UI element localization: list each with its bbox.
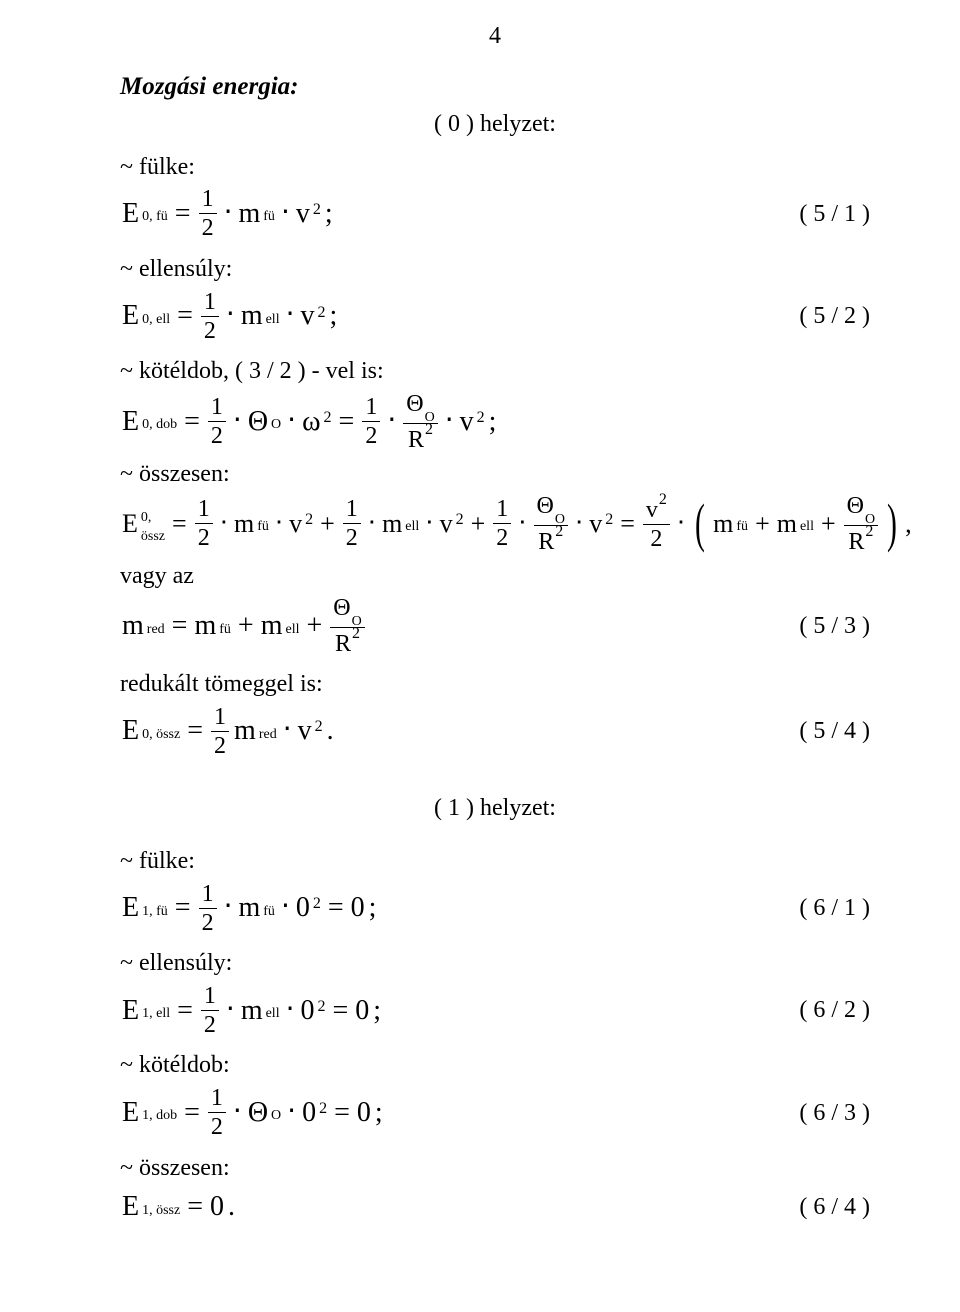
dot: ⋅ [281, 194, 290, 232]
eq-0-dob: E0, dob = 12 ⋅ ΘO ⋅ ω2 = 12 ⋅ ΘO R2 ⋅ v2… [120, 392, 870, 452]
label-fulke-1: ~ fülke: [120, 845, 870, 877]
eq-num-6-2: ( 6 / 2 ) [789, 994, 870, 1026]
eq-6-2-expr: E1, ell = 12 ⋅ mell ⋅ 02 = 0 ; [120, 984, 383, 1037]
label-osszesen-1: ~ összesen: [120, 1152, 870, 1184]
label-ellensuly-1: ~ ellensúly: [120, 947, 870, 979]
one-half: 1 2 [199, 187, 217, 240]
eq-6-1-expr: E1, fü = 12 ⋅ mfü ⋅ 02 = 0 ; [120, 882, 378, 935]
eq-5-2-expr: E0, ell = 12 ⋅ mell ⋅ v2 ; [120, 290, 339, 343]
eq-num-5-3: ( 5 / 3 ) [789, 610, 870, 642]
eq-5-2: E0, ell = 12 ⋅ mell ⋅ v2 ; ( 5 / 2 ) [120, 289, 870, 343]
label-koteldob-1: ~ kötéldob: [120, 1049, 870, 1081]
eq-5-4-expr: E0, össz = 12 mred ⋅ v2 . [120, 705, 336, 758]
eq-5-4: E0, össz = 12 mred ⋅ v2 . ( 5 / 4 ) [120, 704, 870, 758]
eq-6-1: E1, fü = 12 ⋅ mfü ⋅ 02 = 0 ; ( 6 / 1 ) [120, 881, 870, 935]
semi: ; [325, 195, 333, 233]
label-koteldob-32: ~ kötéldob, ( 3 / 2 ) - vel is: [120, 355, 870, 387]
section-title: Mozgási energia: [120, 70, 870, 104]
lparen-icon: ( [695, 499, 705, 548]
eq-num-6-1: ( 6 / 1 ) [789, 892, 870, 924]
ThetaO-over-R2: ΘO R2 [403, 392, 437, 452]
eq-6-3: E1, dob = 12 ⋅ ΘO ⋅ 02 = 0 ; ( 6 / 3 ) [120, 1086, 870, 1140]
eq-6-3-expr: E1, dob = 12 ⋅ ΘO ⋅ 02 = 0 ; [120, 1086, 385, 1139]
state0-title: ( 0 ) helyzet: [120, 108, 870, 140]
label-vagy-az: vagy az [120, 560, 870, 592]
eq-6-4-expr: E1, össz = 0 . [120, 1188, 237, 1226]
page-number: 4 [120, 20, 870, 52]
E-sub: 0, fü [142, 208, 168, 227]
eq-num-5-1: ( 5 / 1 ) [789, 198, 870, 230]
eq-num-6-4: ( 6 / 4 ) [789, 1191, 870, 1223]
eq-num-6-3: ( 6 / 3 ) [789, 1097, 870, 1129]
rparen-icon: ) [887, 499, 897, 548]
eq-num-5-4: ( 5 / 4 ) [789, 715, 870, 747]
eq-5-1-expr: E0, fü = 1 2 ⋅ mfü ⋅ v2 ; [120, 187, 335, 240]
label-ellensuly-0: ~ ellensúly: [120, 253, 870, 285]
m-sub: fü [263, 208, 275, 227]
equals: = [175, 195, 191, 233]
eq-6-4: E1, össz = 0 . ( 6 / 4 ) [120, 1188, 870, 1226]
eq-num-5-2: ( 5 / 2 ) [789, 300, 870, 332]
sq: 2 [313, 199, 321, 221]
dot: ⋅ [224, 194, 233, 232]
v: v [296, 195, 310, 233]
eq-0-ossz-expr: E0, össz = 12 ⋅ mfü ⋅ v2 + 12 ⋅ mell ⋅ v… [120, 494, 914, 554]
eq-0-dob-expr: E0, dob = 12 ⋅ ΘO ⋅ ω2 = 12 ⋅ ΘO R2 ⋅ v2… [120, 392, 498, 452]
eq-5-3: mred = mfü + mell + ΘO R2 ( 5 / 3 ) [120, 596, 870, 656]
eq-5-3-expr: mred = mfü + mell + ΘO R2 [120, 596, 368, 656]
eq-6-2: E1, ell = 12 ⋅ mell ⋅ 02 = 0 ; ( 6 / 2 ) [120, 983, 870, 1037]
label-redukalt: redukált tömeggel is: [120, 668, 870, 700]
eq-0-ossz: E0, össz = 12 ⋅ mfü ⋅ v2 + 12 ⋅ mell ⋅ v… [120, 494, 870, 554]
m: m [238, 195, 260, 233]
state1-title: ( 1 ) helyzet: [120, 792, 870, 824]
label-osszesen-0: ~ összesen: [120, 458, 870, 490]
E-symbol: E [122, 195, 139, 233]
label-fulke-0: ~ fülke: [120, 151, 870, 183]
eq-5-1: E0, fü = 1 2 ⋅ mfü ⋅ v2 ; ( 5 / 1 ) [120, 187, 870, 241]
